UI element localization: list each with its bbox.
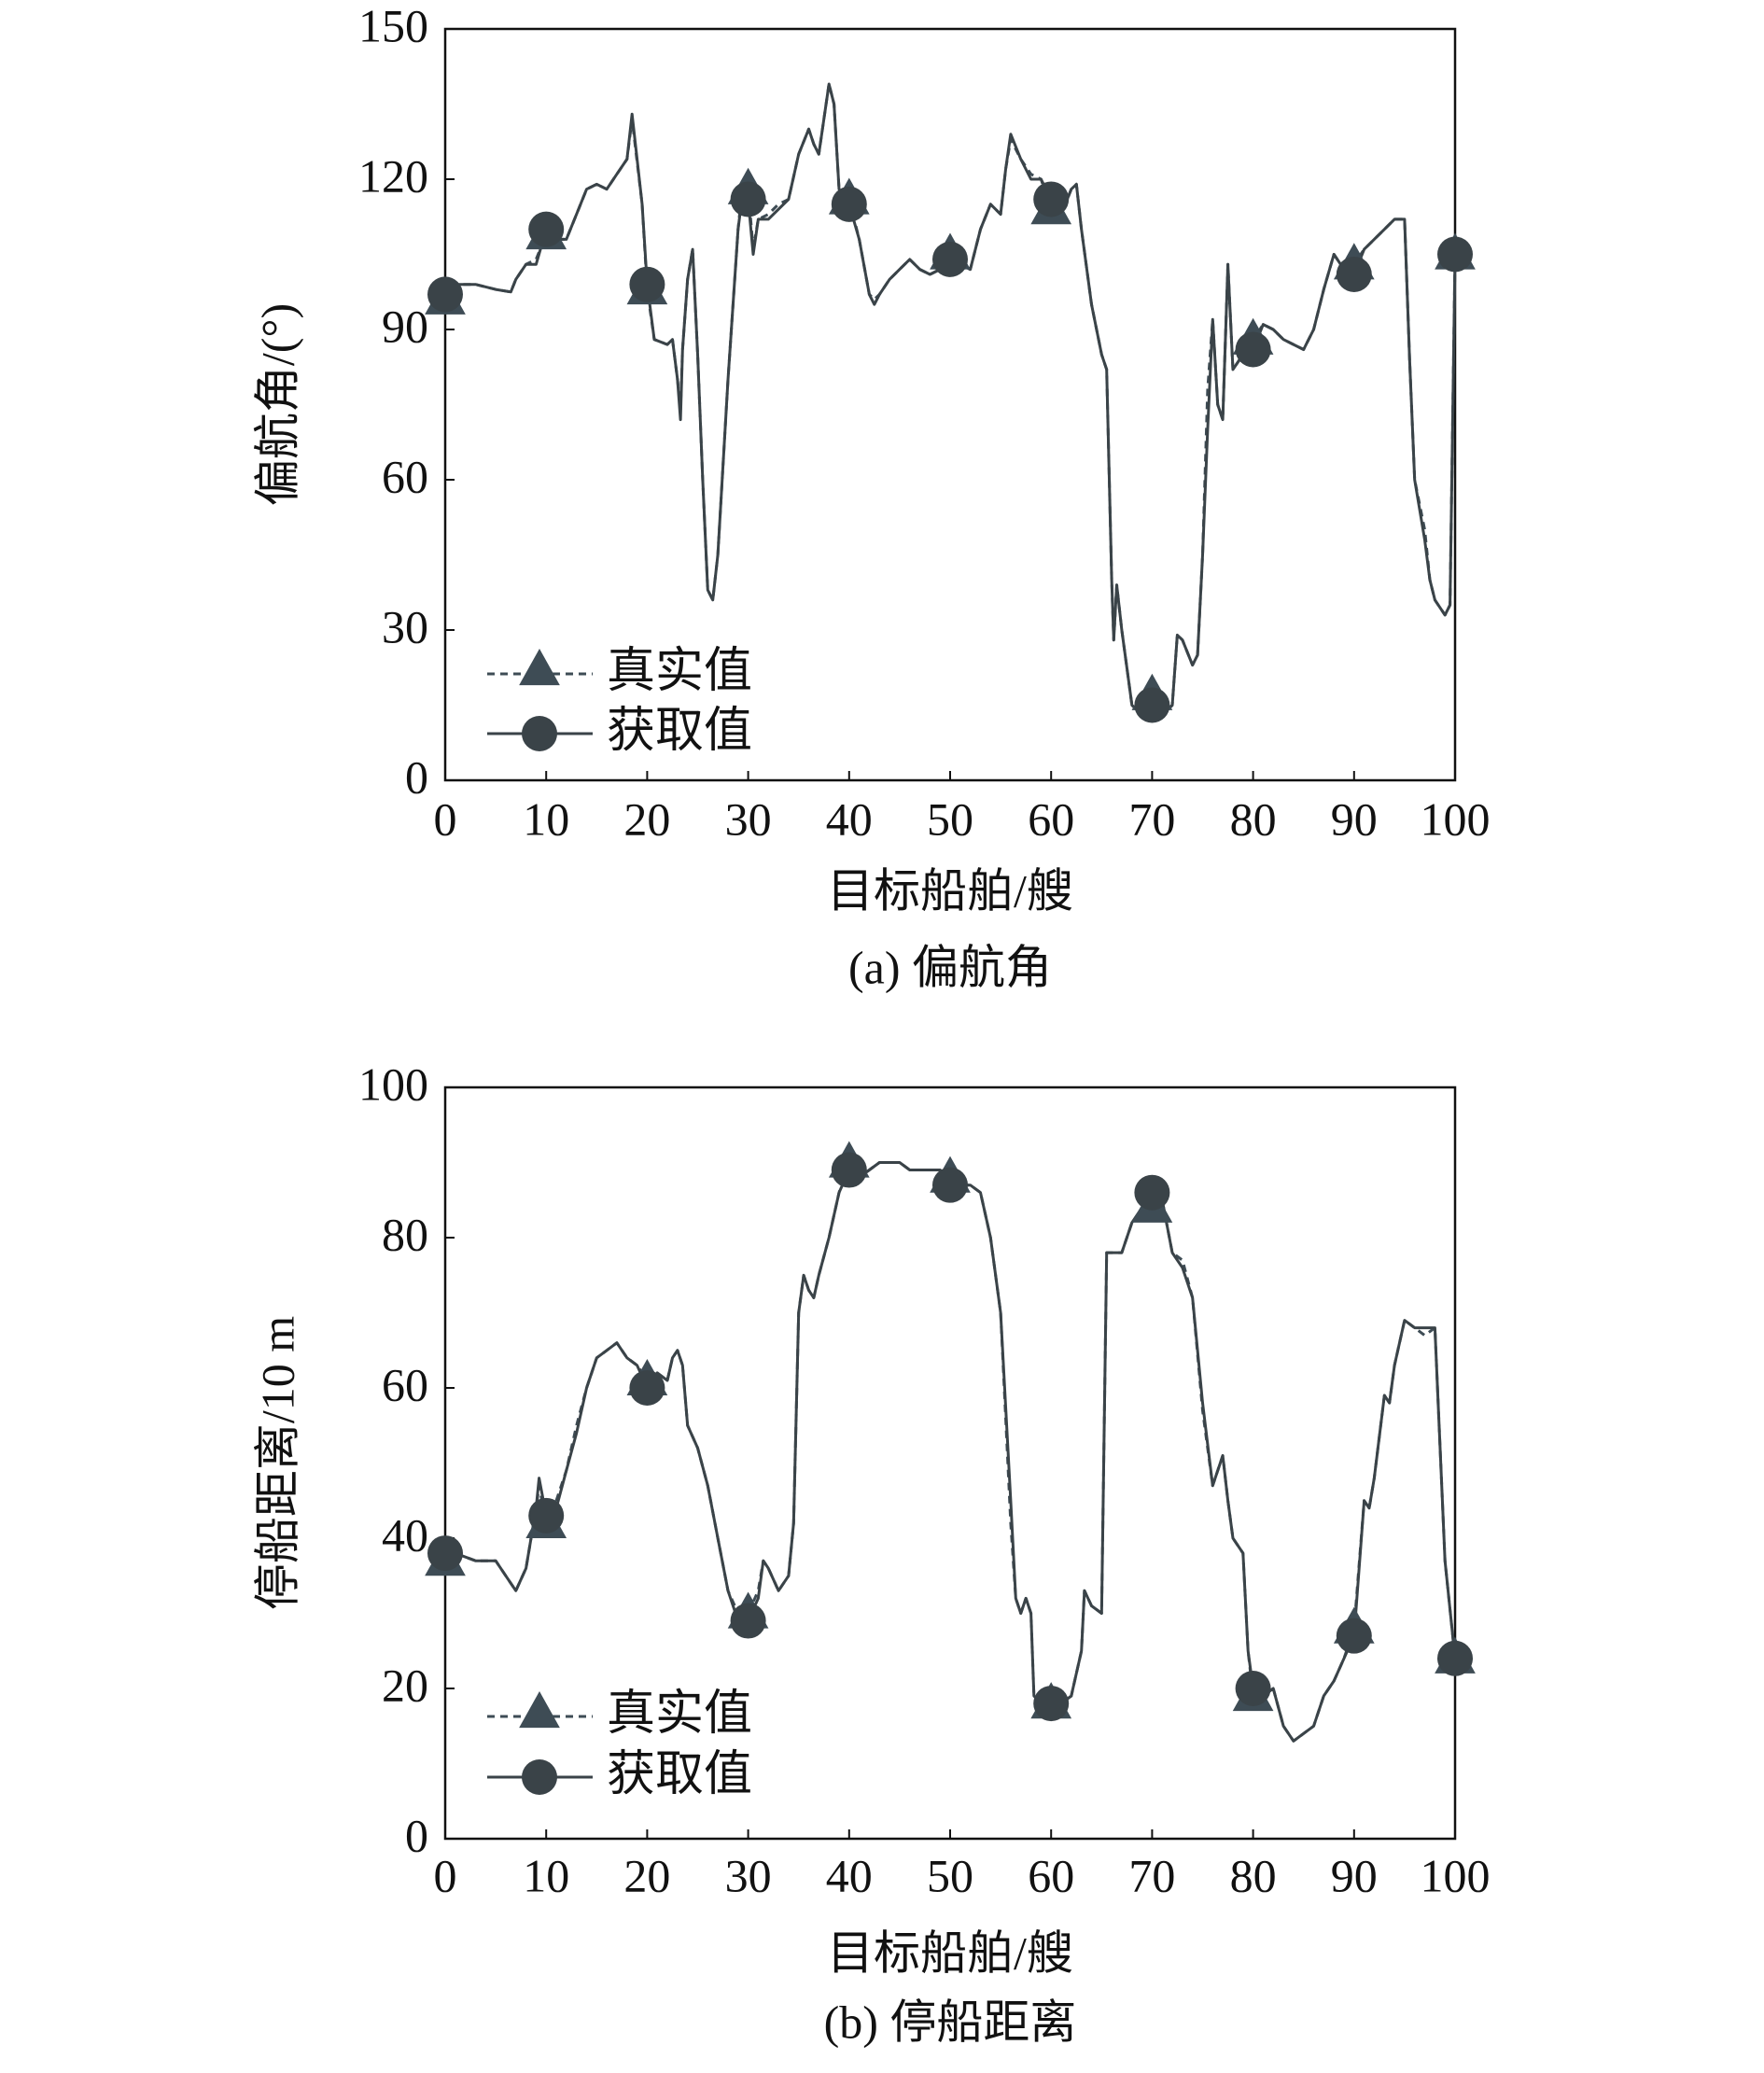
x-tick-label: 90 xyxy=(1331,1849,1378,1901)
x-tick-label: 50 xyxy=(927,792,973,845)
legend-label: 真实值 xyxy=(607,1688,752,1741)
x-tick-label: 70 xyxy=(1128,1849,1175,1901)
x-tick-label: 20 xyxy=(623,1849,670,1901)
legend-marker xyxy=(519,1691,560,1729)
x-tick-label: 60 xyxy=(1028,1849,1074,1901)
circle-marker xyxy=(1033,1686,1070,1722)
series-line xyxy=(443,82,1457,717)
legend-marker xyxy=(522,716,557,751)
x-tick-label: 30 xyxy=(725,792,772,845)
y-tick-label: 60 xyxy=(382,1358,428,1410)
series-line xyxy=(445,1161,1457,1743)
circle-marker xyxy=(1134,687,1170,723)
circle-marker xyxy=(1235,1671,1271,1706)
plot-frame xyxy=(443,27,1457,782)
x-tick-label: 40 xyxy=(826,1849,873,1901)
x-tick-label: 60 xyxy=(1028,792,1074,845)
series-line xyxy=(444,1161,1457,1743)
plot-frame xyxy=(443,1086,1457,1841)
legend-label: 真实值 xyxy=(607,645,752,698)
x-tick-label: 100 xyxy=(1421,792,1491,845)
y-tick-label: 150 xyxy=(358,0,428,51)
series-line xyxy=(443,82,1457,717)
y-axis-label: 偏航角/(°) xyxy=(251,303,303,506)
legend-marker xyxy=(522,1759,557,1795)
legend-label: 获取值 xyxy=(607,705,752,758)
x-tick-label: 80 xyxy=(1230,1849,1277,1901)
circle-marker xyxy=(528,1497,565,1534)
legend-marker xyxy=(519,649,560,686)
circle-marker xyxy=(427,1535,463,1572)
y-tick-label: 30 xyxy=(382,600,428,652)
caption: (a) 偏航角 xyxy=(848,941,1052,993)
y-tick-label: 120 xyxy=(358,149,428,202)
x-tick-label: 30 xyxy=(725,1849,772,1901)
circle-marker xyxy=(1033,181,1070,217)
y-tick-label: 100 xyxy=(358,1058,428,1110)
x-tick-label: 100 xyxy=(1421,1849,1491,1901)
circle-marker xyxy=(1336,1618,1372,1654)
y-tick-label: 80 xyxy=(382,1208,428,1260)
y-tick-label: 90 xyxy=(382,300,428,352)
y-tick-label: 20 xyxy=(382,1659,428,1711)
x-tick-label: 10 xyxy=(523,792,569,845)
circle-marker xyxy=(427,276,463,313)
y-tick-label: 0 xyxy=(405,750,428,803)
circle-marker xyxy=(1134,1174,1170,1211)
y-tick-label: 60 xyxy=(382,450,428,502)
circle-marker xyxy=(932,241,968,277)
y-axis-label: 停船距离/10 m xyxy=(251,1316,303,1610)
caption: (b) 停船距离 xyxy=(824,1996,1077,2048)
circle-marker xyxy=(629,266,665,302)
x-axis-label: 目标船舶/艘 xyxy=(827,864,1073,917)
x-tick-label: 80 xyxy=(1230,792,1277,845)
circle-marker xyxy=(1235,331,1271,368)
legend-label: 获取值 xyxy=(607,1748,752,1801)
x-tick-label: 10 xyxy=(523,1849,569,1901)
circle-marker xyxy=(730,181,766,217)
circle-marker xyxy=(528,211,565,247)
x-tick-label: 90 xyxy=(1331,792,1378,845)
circle-marker xyxy=(629,1370,665,1406)
circle-marker xyxy=(831,1152,867,1188)
circle-marker xyxy=(932,1167,968,1203)
circle-marker xyxy=(730,1603,766,1639)
x-tick-label: 0 xyxy=(434,1849,457,1901)
y-tick-label: 0 xyxy=(405,1809,428,1861)
x-tick-label: 50 xyxy=(927,1849,973,1901)
x-tick-label: 70 xyxy=(1128,792,1175,845)
circle-marker xyxy=(1437,1640,1473,1676)
x-tick-label: 40 xyxy=(826,792,873,845)
circle-marker xyxy=(1437,236,1473,273)
y-tick-label: 40 xyxy=(382,1508,428,1561)
circle-marker xyxy=(831,186,867,222)
x-tick-label: 20 xyxy=(623,792,670,845)
circle-marker xyxy=(1336,256,1372,292)
x-axis-label: 目标船舶/艘 xyxy=(827,1926,1073,1979)
x-tick-label: 0 xyxy=(434,792,457,845)
